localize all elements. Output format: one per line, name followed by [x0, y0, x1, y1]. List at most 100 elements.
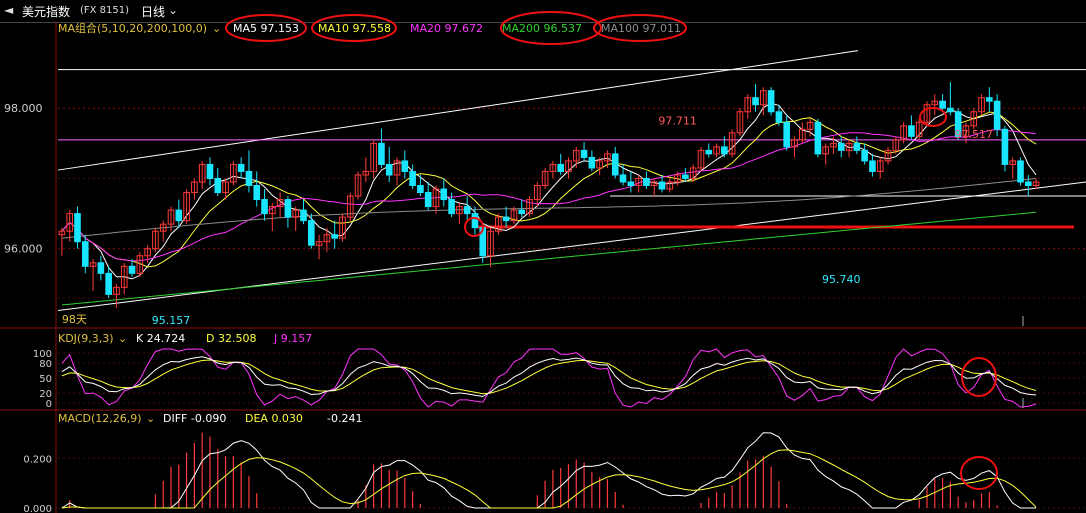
candle-body — [393, 160, 401, 176]
candle-body — [736, 111, 744, 134]
candle-body — [463, 206, 471, 215]
candle-body — [120, 265, 128, 288]
candle-body — [1001, 128, 1009, 165]
candle-body — [791, 139, 798, 148]
candle-body — [1009, 160, 1017, 165]
candle-body — [1032, 181, 1040, 187]
macd-legend-title: MACD(12,26,9) — [58, 412, 142, 425]
candle-body — [339, 216, 346, 239]
candle-body — [315, 241, 323, 246]
candle-body — [557, 163, 564, 172]
candle-body — [767, 90, 775, 113]
candle-body — [66, 213, 73, 232]
candle-body — [580, 149, 588, 158]
ma-line-ma200 — [61, 211, 1037, 306]
candle-body — [915, 121, 923, 137]
kdj-line-k — [61, 356, 1037, 398]
candle-body — [697, 149, 705, 169]
candle-body — [222, 181, 229, 194]
candle-body — [572, 149, 580, 162]
candle-body — [58, 230, 66, 236]
price-tick-label: 96.000 — [4, 243, 43, 256]
candle-body — [409, 170, 416, 187]
candle-body — [401, 160, 409, 172]
candle-body — [292, 209, 300, 218]
candle-body — [806, 121, 814, 130]
candle-body — [237, 163, 245, 172]
candle-body — [370, 142, 377, 172]
instrument-name: 美元指数 — [22, 5, 71, 19]
candle-body — [502, 216, 510, 222]
candle-body — [923, 104, 931, 123]
candle-body — [362, 170, 370, 176]
candle-body — [876, 160, 884, 172]
candle-body — [970, 111, 978, 127]
candle-body — [495, 216, 502, 232]
candle-body — [307, 220, 315, 246]
macd-tick-label: 0.200 — [23, 454, 52, 465]
candle-body — [385, 163, 393, 176]
macd-legend-item: DEA 0.030 — [245, 412, 303, 425]
kdj-tick-label: 50 — [39, 374, 52, 385]
candle-body — [666, 181, 674, 190]
annotation-circle — [961, 357, 997, 397]
chevron-down-icon[interactable]: ⌄ — [168, 3, 179, 17]
candle-body — [643, 177, 650, 187]
candle-body — [432, 188, 440, 208]
period-selector[interactable]: 日线 — [141, 5, 166, 19]
candle-body — [798, 128, 806, 141]
annotation-circle — [919, 107, 947, 127]
trend-line-upper — [57, 50, 859, 171]
price-annotation-label: 97.711 — [658, 115, 697, 128]
candle-body — [721, 146, 728, 155]
annotation-circle — [311, 14, 397, 42]
candle-body — [230, 163, 237, 183]
candle-body — [541, 170, 549, 187]
candle-body — [954, 111, 962, 137]
ma-legend-item: MA5 97.153 — [233, 22, 299, 35]
candle-body — [611, 153, 619, 176]
back-arrow-icon[interactable]: ◄ — [4, 3, 14, 17]
chevron-down-icon: ⌄ — [212, 22, 221, 35]
candle-body — [830, 142, 837, 148]
candle-body — [456, 206, 463, 215]
candle-body — [510, 209, 518, 222]
kdj-tick-label: 20 — [39, 389, 52, 400]
candle-body — [588, 156, 596, 169]
candle-body — [74, 213, 81, 243]
candle-body — [113, 286, 120, 295]
candle-body — [682, 174, 689, 179]
candle-body — [175, 209, 183, 222]
macd-tick-label: 0.000 — [23, 504, 52, 513]
ma-line-ma10 — [61, 111, 1037, 268]
candle-body — [89, 262, 97, 267]
candle-body — [284, 199, 292, 218]
candle-body — [689, 167, 697, 179]
ma-line-ma5 — [61, 102, 1037, 280]
candle-body — [658, 181, 666, 190]
kdj-legend-item: K 24.724 — [136, 332, 185, 345]
candle-body — [128, 265, 136, 274]
candle-body — [549, 163, 557, 172]
candle-body — [900, 125, 907, 141]
candle-body — [596, 160, 603, 169]
candle-body — [183, 192, 190, 222]
candle-body — [822, 146, 829, 155]
candle-body — [635, 177, 642, 187]
candle-body — [728, 132, 736, 155]
candle-body — [354, 174, 362, 197]
kdj-line-d — [61, 359, 1037, 395]
candle-body — [198, 163, 206, 183]
ma-legend-item: MA10 97.558 — [318, 22, 391, 35]
candle-body — [81, 241, 89, 267]
candle-body — [159, 223, 167, 232]
kdj-legend-item: D 32.508 — [206, 332, 256, 345]
candle-body — [331, 234, 338, 239]
candle-body — [487, 230, 494, 257]
candle-body — [1017, 160, 1024, 183]
candle-body — [167, 209, 175, 225]
macd-legend-item: DIFF -0.090 — [163, 412, 226, 425]
candle-body — [214, 177, 222, 194]
candle-body — [674, 174, 681, 183]
